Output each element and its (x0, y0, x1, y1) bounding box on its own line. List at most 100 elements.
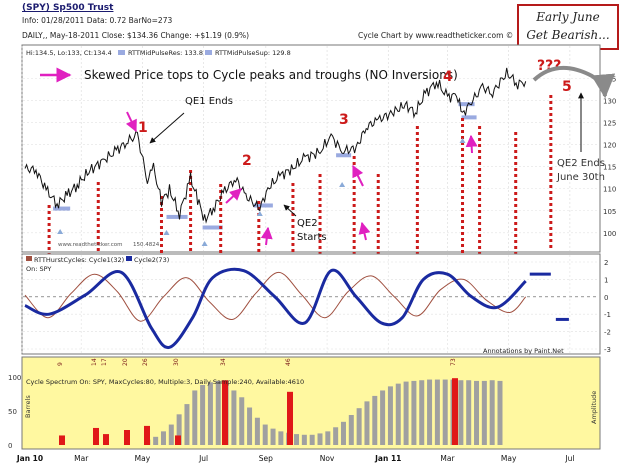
spectrum-gray-bar (427, 379, 433, 445)
price-y-tick-label: 110 (603, 186, 616, 194)
pulse-bars (53, 102, 477, 230)
spectrum-gray-bar (411, 380, 417, 445)
spectrum-gray-bar (176, 414, 182, 445)
x-tick-label: Nov (320, 454, 335, 463)
spectrum-gray-bar (278, 431, 284, 445)
legend-swatch-res (118, 50, 125, 55)
annotation-label-1: 1 (138, 120, 148, 136)
spectrum-gray-bar (168, 424, 174, 445)
spectrum-top-label: 9 (57, 362, 64, 366)
cycle-projections (529, 272, 569, 321)
x-tick-label: Jul (564, 454, 574, 463)
spectrum-gray-bar (442, 379, 448, 445)
spectrum-gray-bar (403, 381, 409, 445)
cycle-low-triangle (163, 230, 170, 235)
spectrum-gray-bar (215, 380, 221, 445)
spectrum-y-tick-label: 0 (8, 442, 12, 450)
spectrum-gray-bar (239, 397, 245, 445)
callout-line2: Get Bearish... (526, 28, 610, 42)
spectrum-gray-bar (270, 428, 276, 445)
spectrum-gray-bar (434, 379, 440, 445)
pulse-bar (458, 102, 475, 107)
spectrum-gray-bar (200, 385, 206, 445)
peak1-arrow (125, 111, 137, 133)
spectrum-ylabel: Barrels (24, 395, 32, 418)
cycle-low-markers (57, 138, 466, 246)
x-tick-label: Mar (74, 454, 89, 463)
spectrum-y-tick-label: 50 (8, 408, 17, 416)
callout-line1: Early June (536, 10, 600, 24)
x-tick-label: Jul (198, 454, 208, 463)
spectrum-top-label: 14 (91, 358, 98, 366)
cycles-y-tick-label: -2 (604, 329, 611, 337)
cycle1-series-line (24, 271, 527, 322)
spectrum-top-label: 20 (122, 358, 129, 366)
price-legend-res: RTTMidPulseRes: 133.8 (128, 49, 203, 57)
price-watermark: www.readtheticker.com (58, 242, 122, 248)
price-y-tick-label: 120 (603, 142, 616, 150)
annotation-qe2-starts: Starts (297, 232, 327, 243)
spectrum-gray-bar (419, 380, 425, 445)
spectrum-gray-bar (372, 395, 378, 445)
cycles-legend-cycle2: Cycle2(73) (134, 256, 169, 264)
magenta-arrow-a (225, 188, 242, 204)
pulse-bar (166, 214, 188, 219)
spectrum-y-axis: 100 50 0 (8, 374, 21, 450)
chart-daily-quote: DAILY,, May-18-2011 Close: $134.36 Chang… (22, 31, 250, 40)
legend-swatch-sup (205, 50, 212, 55)
annotation-june-30: June 30th (556, 172, 605, 183)
x-tick-label: Sep (259, 454, 273, 463)
price-y-tick-label: 130 (603, 98, 616, 106)
qe2-start-arrow (283, 204, 297, 217)
cycles-legend-cycle1: RTTHurstCycles: Cycle1(32) (34, 256, 124, 264)
cycle-low-triangle (256, 211, 263, 216)
spectrum-gray-bar (348, 415, 354, 445)
x-tick-label: May (501, 454, 517, 463)
cycles-y-tick-label: -1 (604, 311, 611, 319)
cycle-low-triangle (201, 241, 208, 246)
cycles-y-tick-label: 0 (604, 294, 608, 302)
price-legend-sup: RTTMidPulseSup: 129.8 (215, 49, 291, 57)
spectrum-gray-bar (301, 434, 307, 445)
cycle-low-triangle (57, 229, 64, 234)
bearish-curve-arrow (532, 65, 616, 99)
spectrum-red-bar (93, 427, 99, 445)
annotation-label-2: 2 (242, 153, 252, 169)
cycles-y-axis: 2 1 0 -1 -2 -3 (604, 259, 611, 354)
cycle2-series-line (24, 267, 527, 349)
spectrum-top-label: 30 (173, 358, 180, 366)
cycles-y-tick-label: -3 (604, 346, 611, 354)
spectrum-y2label: Amplitude (590, 391, 598, 424)
spectrum-red-bar (124, 430, 130, 445)
spectrum-y-tick-label: 100 (8, 374, 21, 382)
annotation-qe2: QE2 (297, 218, 318, 229)
magenta-arrow-e (465, 134, 478, 154)
x-tick-label: May (135, 454, 151, 463)
qe1-arrow (149, 112, 185, 144)
spectrum-gray-bar (395, 383, 401, 445)
spectrum-red-bar (452, 378, 458, 445)
spectrum-gray-bar (153, 436, 159, 445)
cycles-grid (21, 255, 599, 353)
annotation-label-4: 4 (443, 69, 453, 85)
cycles-note: Annotations by Paint.Net (483, 347, 564, 355)
spectrum-gray-bar (387, 386, 393, 445)
spectrum-gray-bar (325, 431, 331, 445)
annotation-skew-title: Skewed Price tops to Cycle peaks and tro… (84, 68, 458, 82)
spectrum-gray-bar (489, 380, 495, 445)
legend-swatch-cycle1 (26, 256, 32, 261)
spectrum-top-label: 34 (220, 358, 227, 366)
chart-info: Info: 01/28/2011 Data: 0.72 BarNo=273 (22, 16, 173, 25)
price-y-tick-label: 100 (603, 230, 616, 238)
cycles-subtitle: On: SPY (26, 265, 51, 273)
price-y-tick-label: 125 (603, 120, 616, 128)
chart-source: Cycle Chart by www.readtheticker.com © (358, 31, 514, 40)
cycles-y-tick-label: 2 (604, 259, 608, 267)
spectrum-gray-bar (317, 433, 323, 445)
cycles-legend: RTTHurstCycles: Cycle1(32) Cycle2(73) On… (26, 256, 169, 273)
spectrum-gray-bar (160, 431, 166, 445)
cycles-y-tick-label: 1 (604, 276, 608, 284)
spectrum-gray-bar (254, 417, 260, 445)
annotation-label-3: 3 (339, 112, 349, 128)
price-y-tick-label: 115 (603, 164, 616, 172)
